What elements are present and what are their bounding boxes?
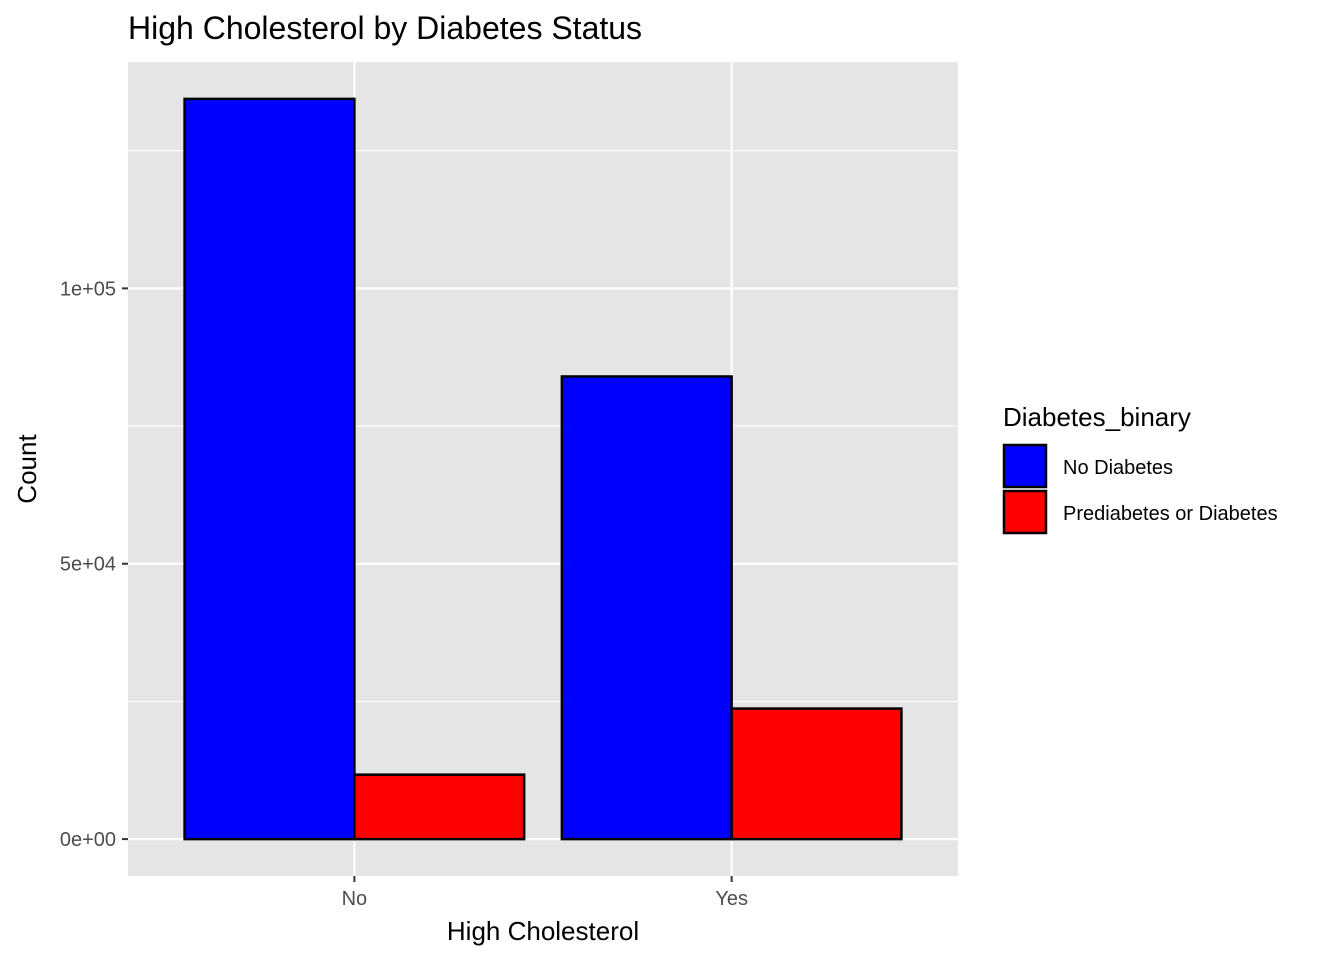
bar-no-no-diabetes <box>183 97 356 841</box>
y-tick-label: 0e+00 <box>60 829 116 851</box>
legend-key <box>1002 443 1048 489</box>
y-axis: 0e+00 5e+04 1e+05 <box>60 278 128 851</box>
bar-yes-no-diabetes <box>560 375 733 841</box>
legend-title: Diabetes_binary <box>1003 402 1191 432</box>
legend: Diabetes_binary No Diabetes Prediabetes o… <box>1002 402 1278 535</box>
bar-no-prediabetes-or-diabetes <box>353 773 526 841</box>
x-axis: No Yes <box>342 876 748 910</box>
chart-title: High Cholesterol by Diabetes Status <box>128 10 642 46</box>
y-tick-label: 5e+04 <box>60 554 116 576</box>
legend-label: No Diabetes <box>1063 457 1173 479</box>
y-tick-label: 1e+05 <box>60 278 116 300</box>
y-axis-title: Count <box>12 434 42 504</box>
bars <box>183 97 903 841</box>
bar-yes-prediabetes-or-diabetes <box>730 707 903 841</box>
x-axis-title: High Cholesterol <box>447 916 639 946</box>
x-tick-label: Yes <box>715 888 748 910</box>
legend-label: Prediabetes or Diabetes <box>1063 503 1278 525</box>
legend-key <box>1002 489 1048 535</box>
x-tick-label: No <box>342 888 368 910</box>
